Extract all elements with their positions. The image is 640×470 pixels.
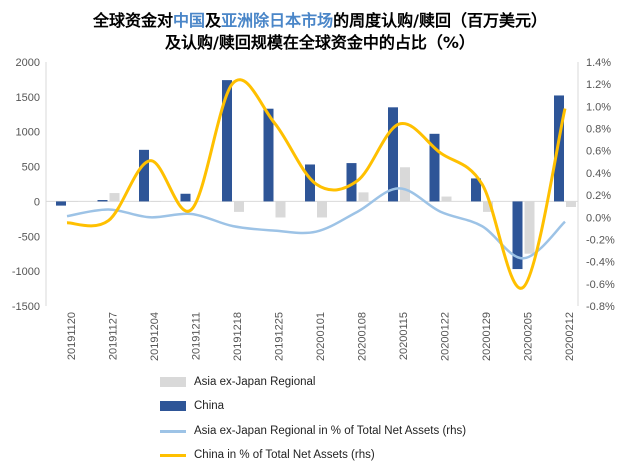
title-highlight-china: 中国 [173,11,206,30]
x-tick-label: 20191120 [66,312,78,360]
y-tick-label: 1500 [16,92,40,104]
legend-label: China [194,400,225,412]
bar-china [388,107,398,202]
bar-china [56,201,66,206]
y2-tick-label: 0.8% [586,124,611,136]
x-tick-label: 20200129 [481,312,493,361]
legend-item-china-line: China in % of Total Net Assets (rhs) [160,449,375,461]
title-text: 及 [205,11,222,30]
bar-asia [109,193,120,202]
x-tick-label: 20191211 [191,312,203,360]
bar-china [471,178,481,202]
bar-asia [441,196,452,202]
bar-asia [275,201,286,218]
y-tick-label: -1000 [12,266,40,278]
y2-tick-label: -0.2% [586,234,615,246]
bar-asia [68,201,78,202]
legend-item-asia-bar: Asia ex-Japan Regional [160,376,315,388]
legend-label: Asia ex-Japan Regional [194,376,316,388]
y2-tick-label: 1.2% [586,79,611,91]
y2-tick-label: 0.6% [586,146,611,158]
title-highlight-asia: 亚洲除日本市场 [221,11,334,30]
y-tick-label: 0 [34,196,40,208]
title-text: 的周度认购/赎回（百万美元） [333,11,547,30]
y2-tick-label: -0.4% [586,257,615,269]
y2-tick-label: 1.0% [586,101,611,113]
bar-china [512,201,523,270]
bar-china [305,164,315,202]
x-tick-label: 20200122 [440,312,452,361]
legend-item-china-bar: China [160,400,224,412]
bar-asia [234,201,244,212]
y2-tick-label: 0.4% [586,168,611,180]
bar-china [97,200,108,202]
x-tick-label: 20191204 [149,312,161,361]
bar-asia [566,201,576,208]
x-tick-label: 20191127 [108,312,120,360]
bar-china [180,193,191,202]
bar-asia [400,167,410,202]
y-tick-label: -1500 [12,301,40,313]
bar-asia [317,201,327,218]
x-tick-label: 20191225 [274,312,286,361]
x-tick-label: 20200212 [564,312,576,361]
bar-china [429,133,440,202]
y-tick-label: 2000 [16,57,40,69]
y-tick-label: -500 [18,231,40,243]
y-tick-label: 500 [22,162,40,174]
title-line2: 及认购/赎回规模在全球资金中的占比（%） [165,33,475,52]
legend-item-asia-line: Asia ex-Japan Regional in % of Total Net… [160,425,466,437]
x-tick-label: 20200115 [398,312,410,360]
x-tick-label: 20191218 [232,312,244,361]
x-tick-label: 20200101 [315,312,327,361]
bar-china [139,149,149,202]
y2-tick-label: 0.0% [586,212,611,224]
title-text: 全球资金对 [93,11,174,30]
y2-tick-label: 0.2% [586,190,611,202]
bar-china [554,95,564,202]
bar-china [346,163,357,202]
x-tick-label: 20200108 [357,312,369,361]
bar-asia [524,201,535,254]
y2-tick-label: -0.8% [586,301,615,313]
legend-label: Asia ex-Japan Regional in % of Total Net… [194,425,467,437]
chart-title: 全球资金对中国及亚洲除日本市场的周度认购/赎回（百万美元） 及认购/赎回规模在全… [0,10,640,54]
y2-tick-label: 1.4% [586,57,611,69]
bar-china [222,80,232,202]
y-tick-label: 1000 [16,127,40,139]
bar-asia [151,201,161,202]
legend-label: China in % of Total Net Assets (rhs) [194,449,375,461]
bar-asia [358,192,369,202]
bar-asia [483,201,493,212]
bar-china [263,108,274,202]
x-tick-label: 20200205 [523,312,535,361]
y2-tick-label: -0.6% [586,279,615,291]
